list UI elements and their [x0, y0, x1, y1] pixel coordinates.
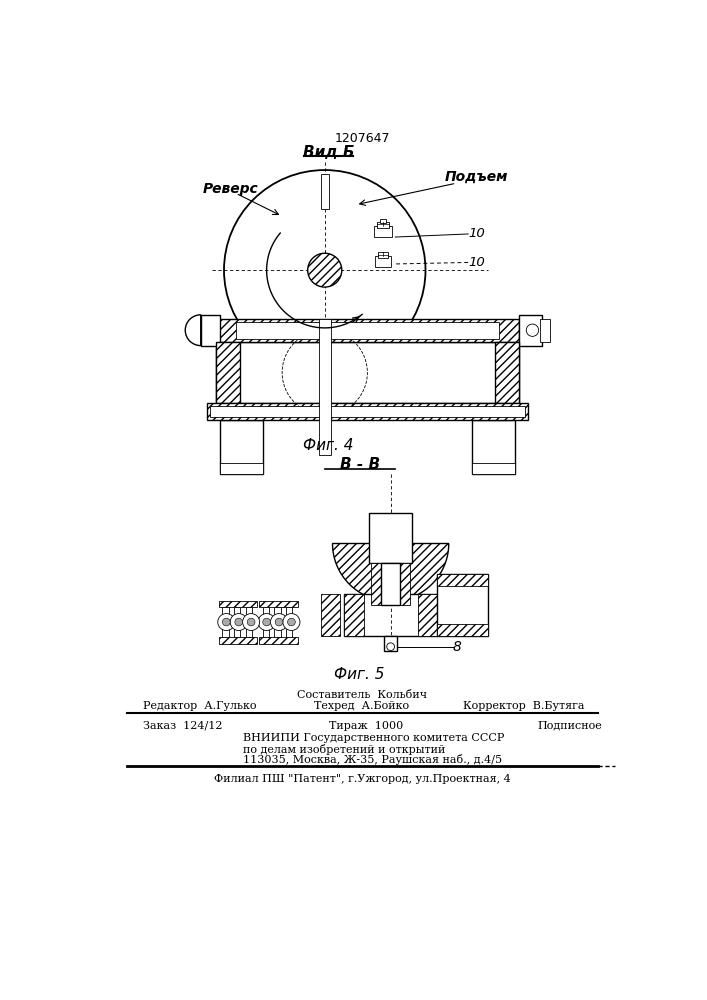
Bar — [437, 574, 488, 586]
Bar — [274, 607, 281, 637]
Circle shape — [230, 614, 247, 631]
Bar — [375, 256, 391, 267]
Circle shape — [224, 170, 426, 370]
Text: 113035, Москва, Ж-35, Раушская наб., д.4/5: 113035, Москва, Ж-35, Раушская наб., д.4… — [243, 754, 503, 765]
Text: 1207647: 1207647 — [334, 132, 390, 145]
Bar — [218, 637, 257, 644]
Circle shape — [283, 614, 300, 631]
Circle shape — [247, 618, 255, 626]
Polygon shape — [332, 544, 449, 601]
Text: Составитель  Кольбич: Составитель Кольбич — [297, 690, 427, 700]
Bar — [286, 607, 292, 637]
Bar — [381, 563, 400, 605]
Circle shape — [271, 614, 288, 631]
Bar — [373, 226, 392, 237]
Text: Фиг. 4: Фиг. 4 — [303, 438, 354, 453]
Bar — [380, 219, 386, 223]
Circle shape — [526, 324, 539, 336]
Bar — [235, 322, 499, 339]
Bar — [207, 403, 528, 420]
Bar — [259, 637, 298, 644]
Bar — [378, 252, 387, 258]
Bar — [216, 319, 518, 342]
Bar — [210, 406, 525, 417]
Bar — [216, 342, 240, 403]
Bar — [437, 624, 488, 636]
Bar — [201, 315, 220, 346]
Bar — [472, 420, 515, 474]
Bar — [321, 174, 329, 209]
Bar — [540, 319, 549, 342]
Circle shape — [288, 618, 296, 626]
Bar — [344, 594, 363, 636]
Text: 10: 10 — [468, 256, 485, 269]
Text: Подъем: Подъем — [445, 170, 508, 184]
Circle shape — [218, 614, 235, 631]
Circle shape — [308, 253, 341, 287]
Bar — [259, 601, 298, 607]
Bar — [369, 513, 412, 563]
Bar — [472, 463, 515, 474]
Text: Техред  А.Бойко: Техред А.Бойко — [315, 701, 409, 711]
Text: Тираж  1000: Тираж 1000 — [329, 721, 403, 731]
Text: Корректор  В.Бутяга: Корректор В.Бутяга — [463, 701, 585, 711]
Circle shape — [258, 614, 275, 631]
Bar — [385, 636, 397, 651]
Text: по делам изобретений и открытий: по делам изобретений и открытий — [243, 744, 445, 755]
Bar — [400, 563, 410, 605]
Bar — [220, 420, 263, 474]
Circle shape — [275, 618, 283, 626]
Text: 10: 10 — [468, 227, 485, 240]
Bar — [495, 342, 518, 403]
Text: 8: 8 — [452, 640, 462, 654]
Bar — [418, 594, 437, 636]
Text: Вид Б: Вид Б — [303, 145, 354, 160]
Circle shape — [223, 618, 230, 626]
Bar — [319, 319, 331, 455]
Bar — [321, 594, 340, 636]
Bar — [218, 601, 257, 607]
Bar — [263, 607, 269, 637]
Text: Филиал ПШ "Патент", г.Ужгород, ул.Проектная, 4: Филиал ПШ "Патент", г.Ужгород, ул.Проект… — [214, 774, 510, 784]
Bar — [344, 594, 437, 636]
Text: Реверс: Реверс — [203, 182, 259, 196]
Bar — [437, 574, 488, 636]
Bar — [223, 607, 228, 637]
Bar — [246, 607, 252, 637]
Bar — [377, 222, 389, 228]
Text: Фиг. 5: Фиг. 5 — [334, 667, 385, 682]
Wedge shape — [185, 315, 201, 346]
Bar — [220, 463, 263, 474]
Text: Заказ  124/12: Заказ 124/12 — [143, 721, 222, 731]
Bar — [234, 607, 240, 637]
Bar — [371, 563, 381, 605]
Bar — [518, 315, 542, 346]
Text: Подписное: Подписное — [538, 721, 602, 731]
Circle shape — [235, 618, 243, 626]
Circle shape — [263, 618, 271, 626]
Bar — [216, 342, 518, 403]
Text: Редактор  А.Гулько: Редактор А.Гулько — [143, 701, 256, 711]
Circle shape — [387, 643, 395, 651]
Circle shape — [243, 614, 259, 631]
Text: ВНИИПИ Государственного комитета СССР: ВНИИПИ Государственного комитета СССР — [243, 733, 505, 743]
Text: В - В: В - В — [339, 457, 380, 472]
